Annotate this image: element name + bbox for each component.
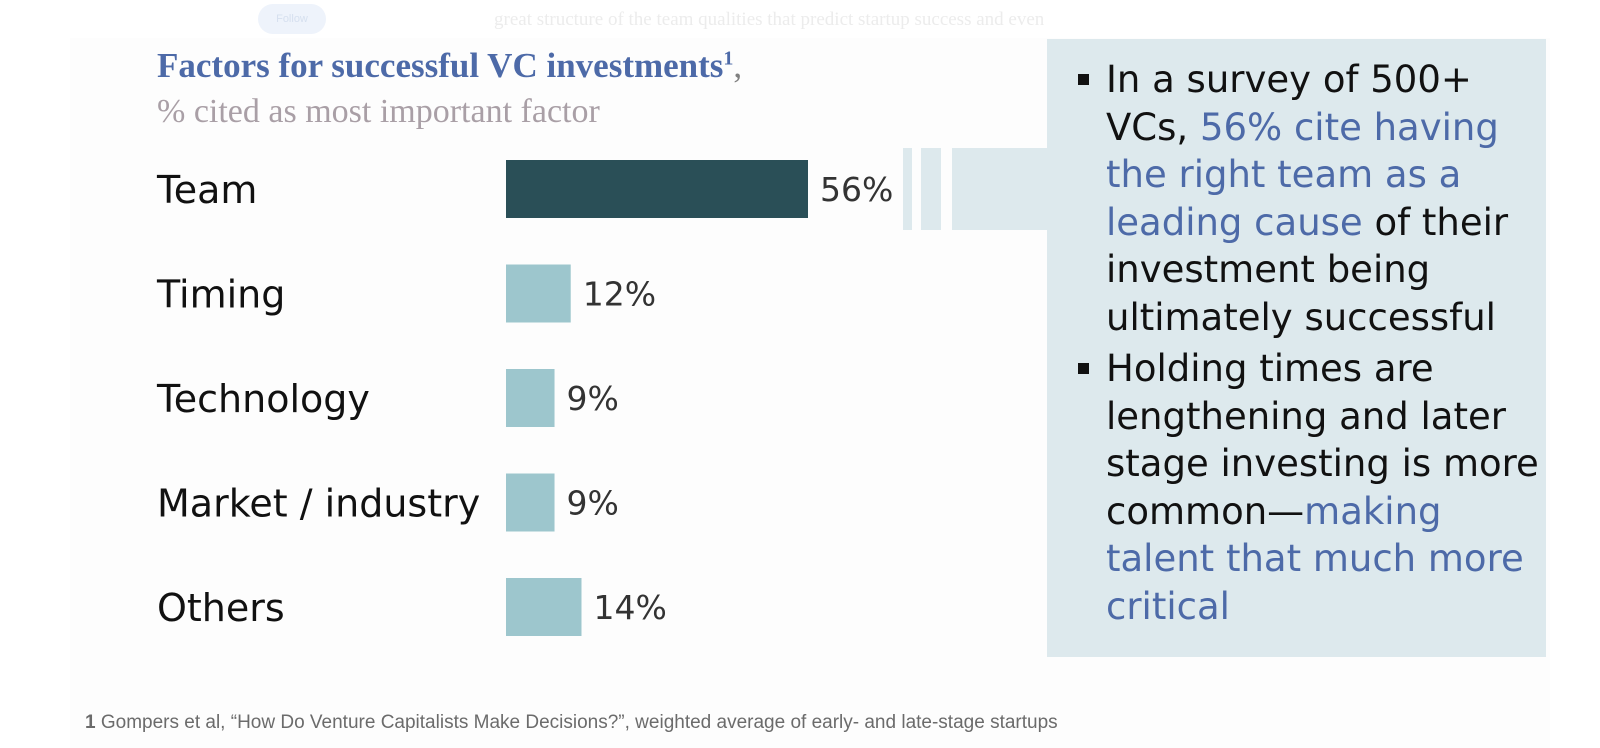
follow-button[interactable]: Follow <box>258 4 326 34</box>
chart-subtitle: % cited as most important factor <box>157 93 600 130</box>
callout-bullet-1: In a survey of 500+ VCs, 56% cite having… <box>1070 56 1540 341</box>
value-label: 12% <box>583 275 656 314</box>
bar-market-industry <box>506 473 555 532</box>
bar-technology <box>506 369 555 427</box>
footnote-text: Gompers et al, “How Do Venture Capitalis… <box>100 712 1058 733</box>
bullet-square-icon <box>1078 74 1089 85</box>
footnote-number: 1 <box>85 712 96 733</box>
value-label: 9% <box>567 379 619 418</box>
category-label: Market / industry <box>157 482 480 526</box>
bullet-square-icon <box>1078 363 1089 374</box>
bullet-1-highlight: 56% cite having the right team as a lead… <box>1106 105 1499 244</box>
category-label: Team <box>156 168 257 212</box>
callout-connector-1 <box>903 148 912 230</box>
callout-connector-3 <box>952 148 1047 230</box>
bar-timing <box>506 264 571 323</box>
value-label: 9% <box>567 484 619 523</box>
bullet-2-text: Holding times are lengthening and later … <box>1106 347 1539 533</box>
category-label: Others <box>157 586 285 630</box>
bullet-1-text-end: of their investment being ultimately suc… <box>1106 200 1509 339</box>
bar-others <box>506 578 582 636</box>
chart-title-text: Factors for successful VC investments <box>157 46 724 85</box>
bullet-2-highlight: making talent that much more critical <box>1106 489 1524 628</box>
footnote-marker: 1 <box>723 47 734 70</box>
footnote: 1 Gompers et al, “How Do Venture Capital… <box>85 712 1058 734</box>
callout-box <box>1047 39 1546 657</box>
title-comma: , <box>733 46 743 85</box>
callout-bullet-2: Holding times are lengthening and later … <box>1070 345 1540 630</box>
background-article-text: great structure of the team qualities th… <box>494 9 1045 30</box>
chart-title: Factors for successful VC investments1, <box>157 46 742 86</box>
value-label: 56% <box>820 170 893 209</box>
callout-connector-2 <box>921 148 941 230</box>
background-article-header: Follow great structure of the team quali… <box>0 0 1600 40</box>
callout-text: In a survey of 500+ VCs, 56% cite having… <box>1070 56 1540 634</box>
category-label: Timing <box>156 273 285 317</box>
bullet-1-text: In a survey of 500+ VCs, <box>1106 58 1472 149</box>
category-label: Technology <box>156 377 370 421</box>
value-label: 14% <box>594 588 667 627</box>
bar-team <box>506 160 808 218</box>
